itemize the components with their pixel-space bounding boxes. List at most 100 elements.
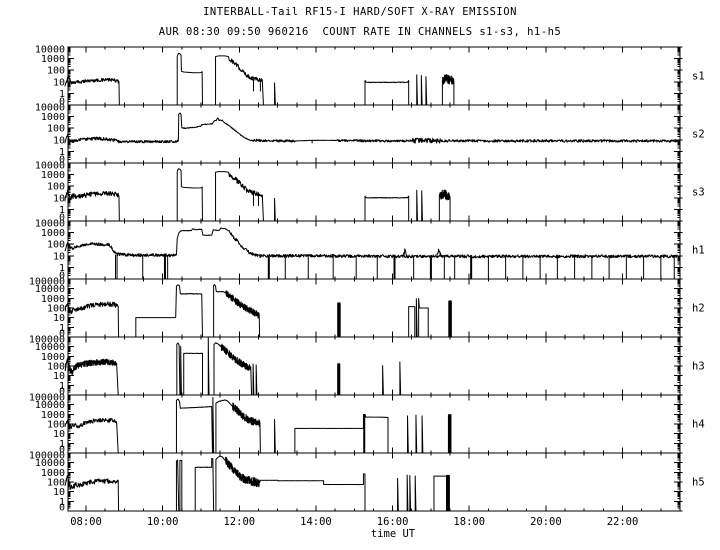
x-tick-label: 22:00 (607, 516, 639, 528)
panel-label-s1: s1 (692, 71, 705, 83)
y-tick-label-h3: 10000 (35, 342, 65, 353)
y-tick-label-s3: 1 (59, 205, 65, 216)
y-tick-label-s3: 10000 (35, 161, 65, 172)
x-tick-label: 08:00 (70, 516, 102, 528)
trace-segment-s1 (441, 73, 455, 105)
trace-segment-h5 (194, 457, 215, 512)
trace-segment-s2 (64, 134, 121, 144)
x-tick-label: 12:00 (223, 516, 255, 528)
trace-segment-h5 (409, 475, 412, 512)
trace-segment-s2 (177, 112, 254, 142)
trace-segment-h1 (436, 248, 442, 257)
trace-segment-h3 (207, 337, 210, 396)
trace-segment-h1 (116, 252, 177, 258)
y-tick-label-h1: 1 (59, 263, 65, 274)
panel-frame-h4 (67, 394, 681, 454)
x-tick-label: 14:00 (300, 516, 332, 528)
trace-segment-s1 (364, 79, 410, 105)
trace-segment-h5 (258, 473, 366, 511)
y-tick-label-h4: 10000 (35, 400, 65, 411)
y-tick-label-h2: 1000 (41, 294, 65, 305)
y-tick-label-h5: 100000 (29, 451, 65, 462)
trace-segment-h3 (399, 361, 402, 396)
trace-segment-h4 (64, 417, 119, 454)
trace-segment-h5 (433, 475, 448, 511)
y-tick-label-s2: 1 (59, 147, 65, 158)
trace-segment-s1 (176, 52, 204, 106)
y-tick-label-s1: 10000 (35, 45, 65, 56)
y-tick-label-s3: 0 (59, 213, 65, 224)
trace-segment-s2 (294, 139, 338, 142)
trace-segment-h5 (397, 477, 399, 512)
y-tick-label-s1: 1000 (41, 54, 65, 65)
trace-segment-h3 (64, 358, 119, 396)
trace-segment-h1 (228, 230, 261, 258)
y-tick-label-h5: 10000 (35, 458, 65, 469)
trace-segment-h4 (421, 415, 424, 454)
chart-subtitle: AUR 08:30 09:50 960216 COUNT RATE IN CHA… (158, 26, 562, 38)
y-tick-label-h3: 10 (53, 371, 65, 382)
trace-segment-h3 (183, 352, 204, 395)
panel-label-h5: h5 (692, 477, 705, 489)
panel-label-h4: h4 (692, 419, 705, 431)
y-tick-label-s1: 0 (59, 97, 65, 108)
y-tick-label-h3: 100 (47, 362, 65, 373)
y-tick-label-s2: 10000 (35, 103, 65, 114)
trace-segment-h3 (220, 343, 253, 396)
trace-segment-s3 (215, 171, 230, 221)
x-tick-label: 16:00 (377, 516, 409, 528)
trace-h5 (64, 455, 450, 512)
trace-segment-s2 (119, 139, 179, 144)
panel-frame-h5 (67, 452, 681, 512)
trace-segment-s1 (416, 74, 418, 106)
trace-segment-h3 (176, 342, 181, 396)
y-tick-label-s2: 0 (59, 155, 65, 166)
y-tick-label-h3: 0 (59, 387, 65, 398)
trace-segment-h5 (64, 475, 120, 512)
y-tick-label-h1: 100 (47, 240, 65, 251)
y-tick-label-h3: 100000 (29, 335, 65, 346)
trace-segment-h4 (232, 402, 261, 454)
trace-segment-s2 (411, 137, 441, 144)
trace-segment-h4 (407, 415, 409, 454)
trace-segment-s1 (420, 74, 423, 106)
panel-label-h2: h2 (692, 303, 705, 315)
y-tick-label-h2: 1 (59, 323, 65, 334)
panel-frame-h3 (67, 336, 681, 396)
trace-segment-h2 (64, 301, 120, 338)
trace-segment-h2 (418, 298, 429, 337)
y-tick-label-s1: 10 (53, 77, 65, 88)
y-tick-label-h5: 0 (59, 503, 65, 514)
trace-segment-h5 (179, 459, 183, 511)
x-tick-label: 18:00 (453, 516, 485, 528)
trace-segment-h4 (215, 399, 233, 453)
y-tick-label-h2: 100000 (29, 277, 65, 288)
panel-frame-s2 (67, 104, 681, 164)
trace-segment-h4 (415, 414, 418, 454)
trace-segment-s1 (425, 76, 428, 106)
trace-segment-s3 (228, 173, 264, 222)
y-tick-label-h5: 10 (53, 487, 65, 498)
trace-segment-h1 (259, 253, 679, 259)
trace-segment-h3 (255, 364, 258, 396)
y-tick-label-h2: 10 (53, 313, 65, 324)
y-tick-label-s1: 100 (47, 66, 65, 77)
y-tick-label-s2: 1000 (41, 112, 65, 123)
trace-segment-h1 (175, 227, 230, 255)
trace-segment-h2 (135, 317, 176, 337)
trace-segment-s3 (364, 195, 410, 221)
panel-label-h3: h3 (692, 361, 705, 373)
trace-h3 (64, 337, 402, 396)
trace-segment-h5 (414, 475, 417, 512)
y-tick-label-s3: 10 (53, 193, 65, 204)
y-tick-label-h1: 0 (59, 271, 65, 282)
time-axis-label: time UT (370, 528, 416, 540)
trace-segment-h4 (212, 397, 215, 454)
trace-segment-h5 (215, 455, 226, 511)
y-tick-label-s1: 1 (59, 89, 65, 100)
trace-segment-h4 (274, 418, 276, 454)
trace-segment-s2 (252, 138, 296, 143)
y-tick-label-h3: 1 (59, 381, 65, 392)
panel-frame-h1 (67, 220, 681, 280)
y-tick-label-h1: 10 (53, 251, 65, 262)
